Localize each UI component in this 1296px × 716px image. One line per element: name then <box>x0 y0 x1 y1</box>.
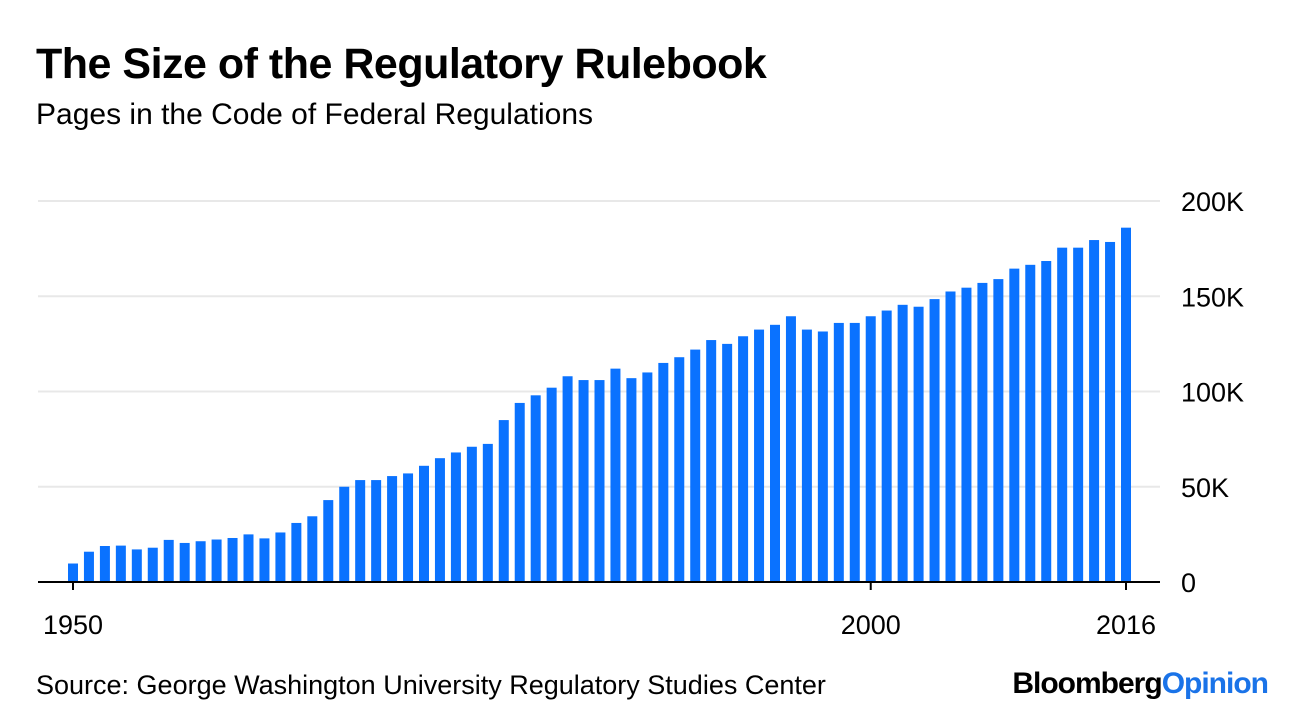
bar-1951 <box>83 551 94 582</box>
bar-1977 <box>498 420 509 582</box>
y-tick-label: 0 <box>1181 568 1196 598</box>
bar-1958 <box>195 541 206 582</box>
bar-1966 <box>323 500 334 582</box>
bar-2007 <box>977 282 988 582</box>
bar-1965 <box>307 516 318 582</box>
bar-1999 <box>849 322 860 582</box>
bar-1997 <box>817 331 828 582</box>
bar-2001 <box>881 310 892 582</box>
bar-1985 <box>626 378 637 582</box>
bar-1994 <box>770 324 780 582</box>
bar-1998 <box>833 322 844 582</box>
bar-1983 <box>594 380 605 582</box>
bar-1959 <box>211 539 222 582</box>
bar-1952 <box>99 546 110 582</box>
x-tick-label: 2000 <box>841 610 901 640</box>
bar-1992 <box>738 336 749 582</box>
bar-2014 <box>1089 240 1100 583</box>
chart-subtitle: Pages in the Code of Federal Regulations <box>36 98 594 131</box>
bar-2003 <box>913 306 924 582</box>
bar-1993 <box>754 329 765 582</box>
x-tick-label: 2016 <box>1096 610 1156 640</box>
y-tick-label: 150K <box>1181 282 1244 312</box>
bar-1950 <box>68 563 78 582</box>
bar-1991 <box>722 343 733 583</box>
x-tick-label: 1950 <box>43 610 103 640</box>
bar-1967 <box>339 486 350 582</box>
bar-1987 <box>658 362 669 582</box>
bar-1980 <box>546 387 557 582</box>
bar-1961 <box>243 534 254 583</box>
bar-2016 <box>1121 227 1131 583</box>
brand-opinion: Opinion <box>1161 667 1269 700</box>
y-tick-label: 100K <box>1181 378 1244 408</box>
chart-title: The Size of the Regulatory Rulebook <box>36 40 767 88</box>
bar-1953 <box>115 545 126 582</box>
bar-1957 <box>179 542 190 582</box>
bar-1962 <box>259 538 270 582</box>
bar-1973 <box>434 458 445 582</box>
brand-bloomberg: Bloomberg <box>1012 667 1162 700</box>
bar-1990 <box>706 340 717 582</box>
bar-2011 <box>1041 261 1052 582</box>
bar-1978 <box>514 402 525 582</box>
bar-1982 <box>578 380 589 582</box>
bar-1970 <box>387 476 398 582</box>
bar-1981 <box>562 376 573 582</box>
brand-logo: BloombergOpinion <box>1012 666 1269 702</box>
bar-1979 <box>530 395 541 582</box>
bar-2009 <box>1009 268 1020 582</box>
bar-1996 <box>801 329 812 582</box>
y-tick-label: 50K <box>1181 473 1229 503</box>
bar-2005 <box>945 291 956 582</box>
bar-2008 <box>993 279 1004 582</box>
bar-2004 <box>929 299 940 582</box>
bar-1974 <box>450 452 461 582</box>
bar-1955 <box>147 547 158 582</box>
bar-2013 <box>1073 247 1084 583</box>
bar-1956 <box>163 539 174 582</box>
bar-1995 <box>785 316 796 582</box>
bar-2006 <box>961 287 972 582</box>
bar-1963 <box>275 532 286 582</box>
bar-1971 <box>403 473 414 582</box>
bar-1989 <box>690 349 701 582</box>
bar-1960 <box>227 537 238 582</box>
bar-1975 <box>466 446 477 582</box>
bar-1964 <box>291 522 302 582</box>
bar-2000 <box>865 316 876 582</box>
source-note: Source: George Washington University Reg… <box>36 670 826 700</box>
bar-1972 <box>419 465 429 582</box>
bar-1954 <box>131 549 142 582</box>
bar-2012 <box>1057 247 1068 583</box>
bar-1976 <box>482 443 493 582</box>
bar-1988 <box>674 357 685 582</box>
bar-1986 <box>642 372 653 582</box>
bar-2015 <box>1105 241 1116 582</box>
bar-1984 <box>610 368 621 582</box>
bar-1968 <box>355 480 366 582</box>
bar-2002 <box>897 304 908 582</box>
bar-1969 <box>371 480 382 582</box>
bar-2010 <box>1025 264 1036 582</box>
y-tick-label: 200K <box>1181 187 1244 217</box>
